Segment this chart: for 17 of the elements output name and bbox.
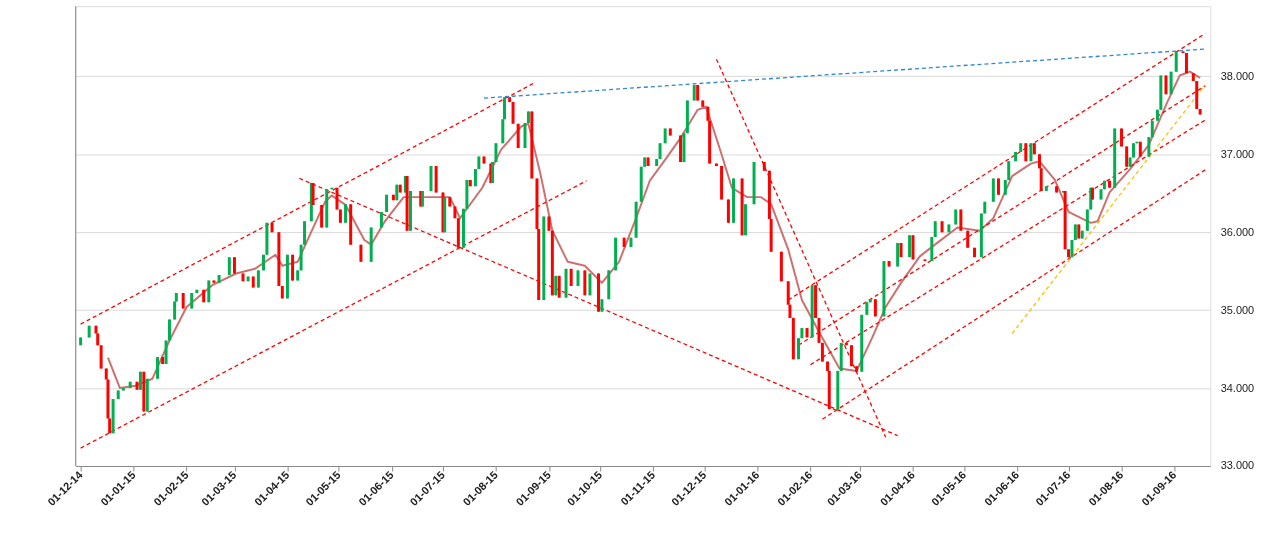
candlestick [511, 101, 515, 125]
candlestick [99, 344, 103, 370]
candlestick [726, 198, 730, 224]
y-tick-label: 33.000 [1220, 459, 1255, 472]
y-tick-label: 35.000 [1220, 303, 1255, 316]
candlestick [991, 177, 995, 203]
y-tick-label: 36.000 [1220, 225, 1255, 238]
candlestick [1174, 50, 1178, 73]
candlestick [303, 220, 307, 246]
candlestick [1147, 136, 1151, 158]
y-tick-label: 37.000 [1220, 147, 1255, 160]
y-tick-label: 34.000 [1220, 381, 1255, 394]
candlestick [344, 203, 348, 224]
candlestick [849, 344, 853, 367]
y-tick-label: 38.000 [1220, 69, 1255, 82]
line-series [106, 70, 1202, 390]
candlestick [1007, 160, 1011, 181]
